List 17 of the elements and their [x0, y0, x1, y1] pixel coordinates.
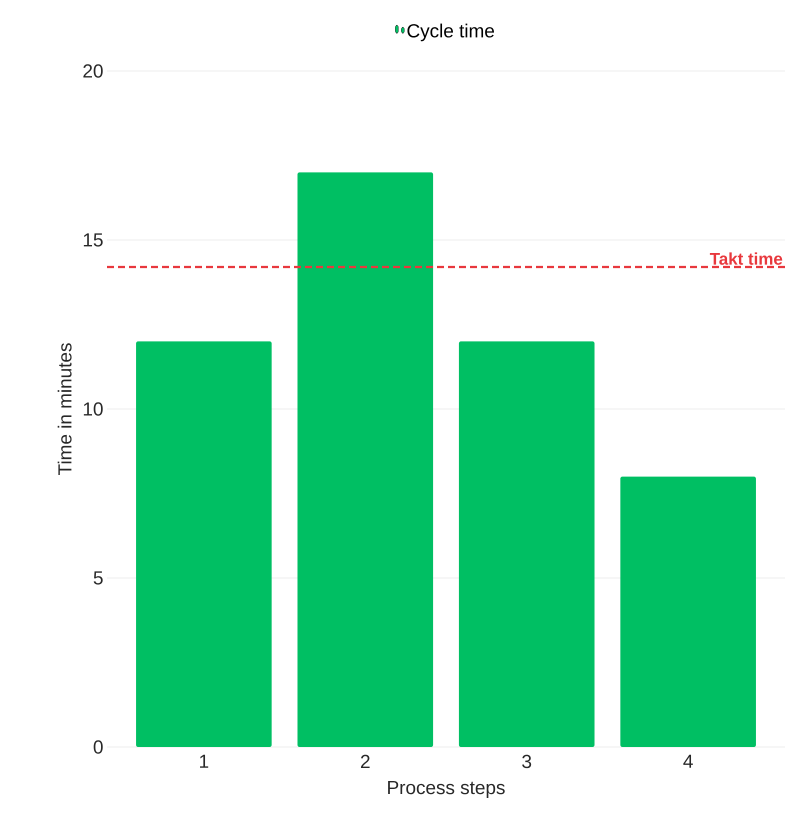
bar — [136, 341, 272, 747]
x-axis-title: Process steps — [388, 781, 505, 798]
x-tick-label: 4 — [683, 754, 693, 768]
bar — [297, 172, 434, 747]
x-tick-label: 3 — [522, 754, 532, 768]
y-axis-title: Time in minutes — [58, 343, 72, 476]
bar — [620, 476, 756, 747]
y-tick-label: 15 — [84, 233, 103, 247]
x-tick-label: 1 — [200, 754, 208, 768]
y-tick-label: 5 — [94, 571, 103, 585]
legend-label: Cycle time — [407, 24, 494, 42]
y-tick-label: 10 — [84, 402, 103, 416]
x-tick-label: 2 — [360, 754, 370, 768]
ref-line-label: Takt time — [710, 252, 782, 265]
y-tick-label: 0 — [94, 740, 103, 754]
bar — [458, 341, 595, 747]
y-tick-label: 20 — [83, 64, 103, 78]
